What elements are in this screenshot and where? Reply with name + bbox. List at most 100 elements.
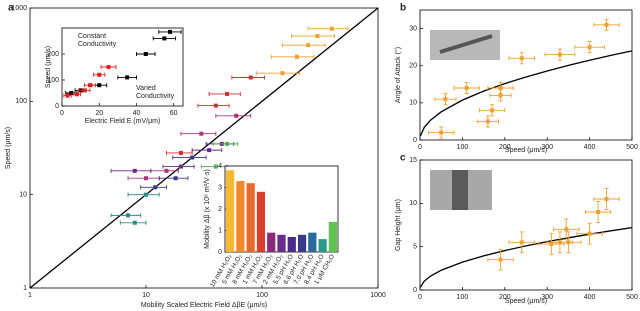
data-point <box>213 103 218 108</box>
data-point <box>498 93 503 98</box>
data-point <box>587 45 592 50</box>
annotation: Varied Conductivity <box>136 85 175 100</box>
data-point <box>329 26 334 31</box>
x-tick-label: 10 <box>142 292 150 299</box>
x-error-bar <box>158 176 189 181</box>
x-tick-label: 0 <box>418 144 422 151</box>
x-axis-label: Electric Field E (mV/μm) <box>85 118 161 125</box>
x-axis-label: Mobility Scaled Electric Field ΔβE (μm/s… <box>141 302 267 309</box>
bar <box>287 236 296 252</box>
data-point <box>248 75 253 80</box>
data-point <box>234 113 239 118</box>
data-point <box>596 210 601 214</box>
data-point <box>144 192 148 197</box>
y-tick-label: 0 <box>413 137 417 144</box>
panel-label: a <box>8 3 14 14</box>
y-tick-label: 0 <box>218 249 222 256</box>
y-tick-label: 100 <box>47 77 59 84</box>
y-tick-label: 1 <box>23 285 27 292</box>
data-point <box>213 164 218 169</box>
x-tick-label: 300 <box>541 294 553 301</box>
data-point <box>207 148 212 153</box>
x-error-bar <box>208 91 241 96</box>
plot-frame <box>419 9 633 141</box>
x-axis-label: Speed (μm/s) <box>505 147 547 154</box>
data-point <box>69 91 74 95</box>
data-point <box>519 56 524 61</box>
y-tick-label: 5 <box>413 244 417 251</box>
data-point <box>74 92 79 97</box>
x-error-bar <box>231 75 265 80</box>
x-tick-label: 200 <box>499 144 511 151</box>
data-point <box>106 65 111 69</box>
bar <box>267 232 276 252</box>
x-error-bar <box>110 213 142 218</box>
y-tick-label: 0 <box>55 103 59 110</box>
x-error-bar <box>127 192 160 197</box>
bar <box>277 234 286 252</box>
data-point <box>125 75 130 80</box>
y-tick-label: 1000 <box>11 5 27 12</box>
data-point <box>485 119 490 124</box>
x-tick-label: 400 <box>584 144 596 151</box>
data-point <box>153 185 158 190</box>
data-point <box>225 91 230 96</box>
data-point <box>82 88 87 93</box>
x-tick-label: 100 <box>256 292 268 299</box>
data-point <box>587 231 592 236</box>
bar <box>297 234 307 252</box>
y-tick-label: 3 <box>218 184 222 191</box>
data-point <box>604 22 609 27</box>
x-tick-label: 500 <box>626 144 638 151</box>
data-point <box>190 155 195 160</box>
data-point <box>97 72 102 77</box>
data-point <box>87 83 92 88</box>
data-point <box>490 108 495 113</box>
data-point <box>173 176 178 181</box>
data-point <box>144 176 148 181</box>
x-tick-label: 40 <box>133 110 141 117</box>
annotation: Constant Conductivity <box>78 33 117 48</box>
data-point <box>178 150 183 155</box>
bar <box>308 232 317 252</box>
plot-frame <box>419 159 633 291</box>
x-error-bar <box>281 43 326 48</box>
x-tick-label: 1000 <box>370 292 386 299</box>
bar <box>246 183 255 252</box>
data-point <box>519 240 524 245</box>
bar <box>226 170 235 252</box>
x-tick-label: 0 <box>60 110 64 117</box>
data-point <box>199 131 204 136</box>
data-point <box>178 164 183 169</box>
x-tick-label: 20 <box>95 110 103 117</box>
y-axis-label: Gap Height (μm) <box>395 199 402 251</box>
x-error-bar <box>110 168 152 173</box>
y-axis-label: Speed (μm/s) <box>45 46 52 88</box>
x-error-bar <box>307 26 349 31</box>
x-error-bar <box>270 54 315 59</box>
y-tick-label: 20 <box>409 63 417 70</box>
data-point <box>132 168 137 173</box>
data-point <box>280 71 285 76</box>
data-point <box>65 93 70 98</box>
data-point <box>162 36 167 41</box>
annotation-line: Varied <box>136 85 156 92</box>
x-tick-label: 400 <box>584 294 596 301</box>
x-tick-label: 60 <box>170 110 178 117</box>
y-tick-label: 2 <box>218 206 222 213</box>
y-tick-label: 30 <box>409 25 417 32</box>
x-error-bar <box>197 103 230 108</box>
data-point <box>498 257 503 262</box>
y-tick-label: 100 <box>15 98 27 105</box>
data-point <box>498 86 503 90</box>
y-tick-label: 10 <box>409 200 417 207</box>
y-axis-label: Speed (μm/s) <box>5 127 12 169</box>
x-error-bar <box>256 71 300 76</box>
x-error-bar <box>162 164 195 169</box>
annotation-line: Conductivity <box>136 93 175 100</box>
x-error-bar <box>127 176 160 181</box>
x-error-bar <box>180 131 217 136</box>
data-point <box>566 240 571 245</box>
data-point <box>225 141 230 146</box>
